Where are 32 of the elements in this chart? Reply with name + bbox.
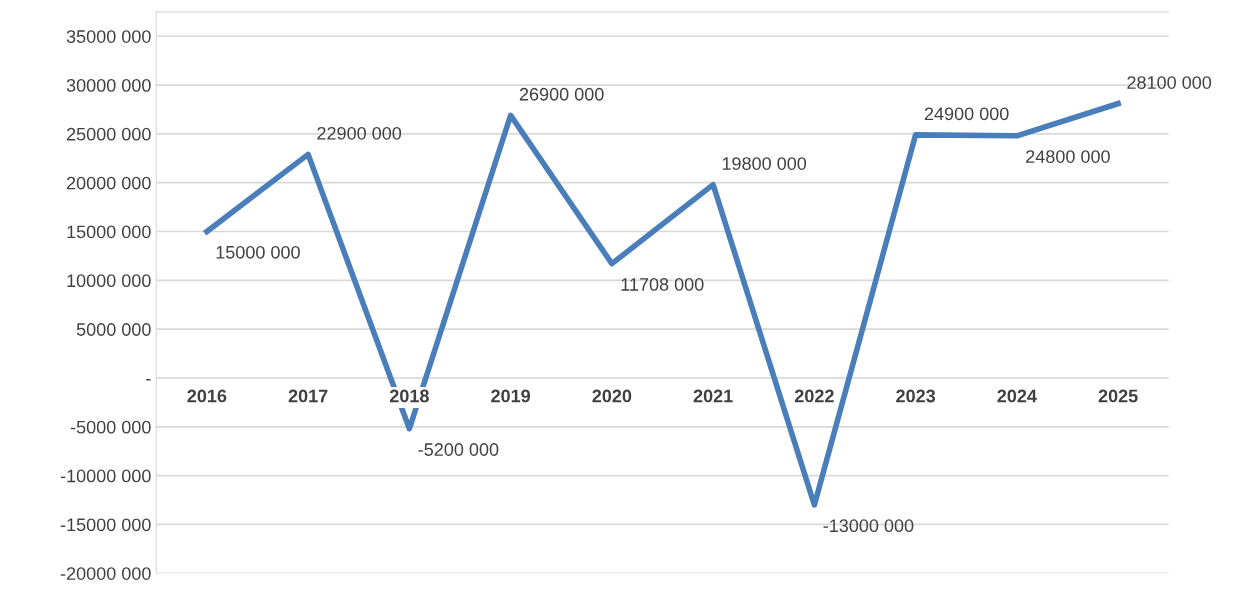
y-tick-label: -15000 000 bbox=[60, 518, 151, 532]
data-label: -5200 000 bbox=[418, 443, 499, 456]
x-tick-label: 2021 bbox=[693, 389, 733, 403]
y-tick-label: 35000 000 bbox=[66, 30, 151, 43]
x-tick-label: 2016 bbox=[187, 389, 227, 403]
x-tick-label: 2024 bbox=[997, 389, 1037, 403]
y-tick-label: 15000 000 bbox=[67, 225, 151, 239]
data-label: 28100 000 bbox=[1127, 76, 1212, 89]
y-tick-label: 30000 000 bbox=[66, 78, 151, 92]
y-tick-label: 10000 000 bbox=[67, 274, 151, 288]
data-label: 11708 000 bbox=[621, 278, 704, 291]
x-tick-label: 2018 bbox=[389, 389, 429, 403]
y-tick-label: 25000 000 bbox=[66, 127, 151, 141]
x-tick-label: 2025 bbox=[1098, 389, 1138, 403]
y-tick-label: - bbox=[146, 379, 151, 381]
y-tick-label: 5000 000 bbox=[76, 323, 151, 336]
x-tick-label: 2019 bbox=[491, 389, 531, 403]
x-tick-label: 2023 bbox=[896, 389, 936, 403]
y-tick-label: -10000 000 bbox=[60, 469, 151, 483]
y-tick-label: 20000 000 bbox=[66, 176, 151, 190]
x-tick-label: 2017 bbox=[288, 389, 328, 403]
data-label: -13000 000 bbox=[823, 519, 914, 533]
data-label: 19800 000 bbox=[722, 157, 807, 170]
x-tick-label: 2020 bbox=[592, 389, 632, 403]
data-label: 24900 000 bbox=[924, 107, 1009, 121]
data-label: 22900 000 bbox=[317, 126, 402, 140]
data-label: 26900 000 bbox=[519, 87, 604, 101]
y-tick-label: -20000 000 bbox=[60, 567, 151, 580]
data-label: 24800 000 bbox=[1026, 150, 1110, 163]
data-label: 15000 000 bbox=[216, 245, 300, 259]
y-tick-label: -5000 000 bbox=[70, 420, 151, 434]
x-tick-label: 2022 bbox=[794, 389, 834, 403]
